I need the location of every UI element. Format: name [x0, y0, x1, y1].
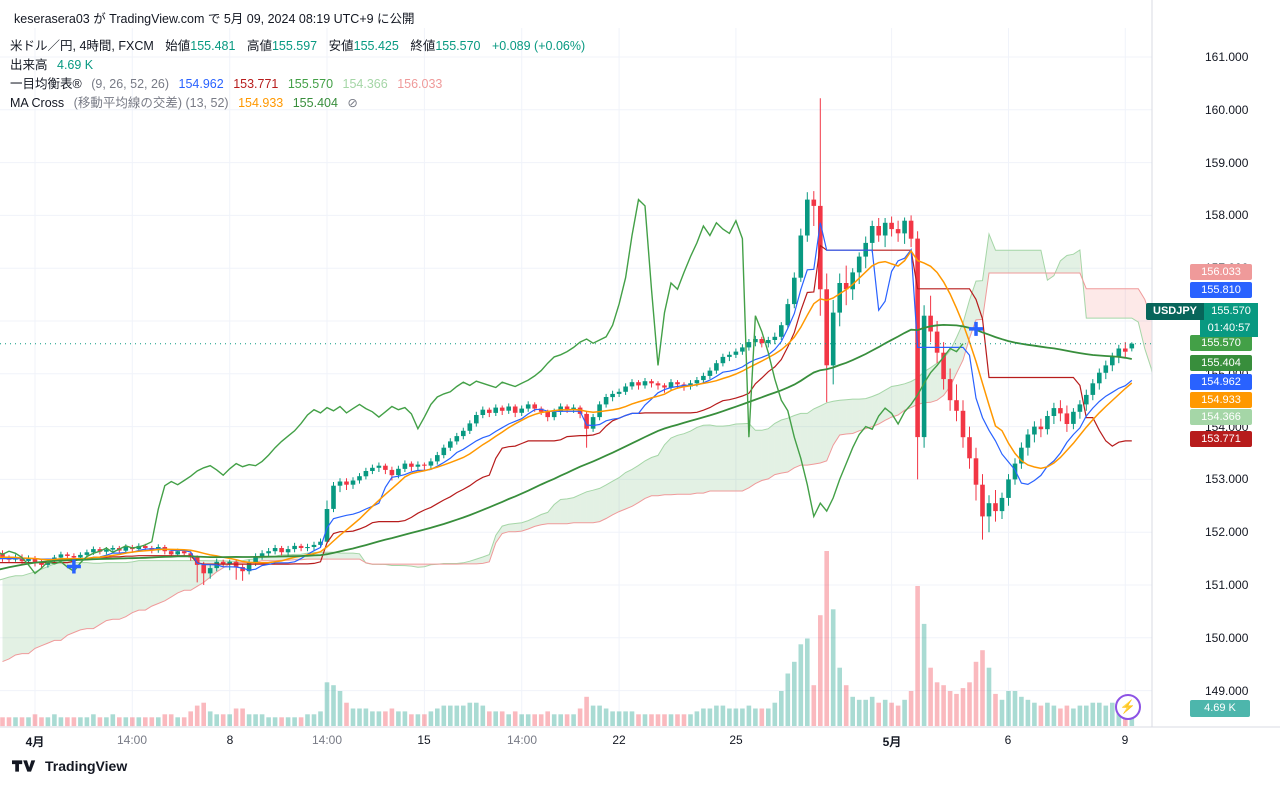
time-axis-label: 25 — [729, 733, 743, 747]
price-line-badge: 155.404 — [1190, 355, 1252, 371]
price-line-badge: 154.366 — [1190, 409, 1252, 425]
legend-symbol: 米ドル／円, 4時間, FXCM — [10, 39, 154, 53]
time-axis-label: 14:00 — [506, 733, 538, 747]
quick-trade-button[interactable]: ⚡ — [1115, 694, 1141, 720]
price-axis-label: 152.000 — [1205, 525, 1249, 539]
time-axis-label: 4月 — [25, 735, 45, 749]
volume-value: 4.69 K — [57, 58, 94, 72]
price-axis-label: 153.000 — [1205, 472, 1249, 486]
legend-macross-row[interactable]: MA Cross (移動平均線の交差) (13, 52) 154.933 155… — [10, 94, 585, 113]
price-line-badge: 154.933 — [1190, 392, 1252, 408]
tradingview-mark-icon — [12, 760, 36, 772]
ichimoku-senkou-b-value: 156.033 — [397, 77, 443, 91]
macross-long-value: 155.404 — [292, 96, 338, 110]
price-line-badge: 153.771 — [1190, 431, 1252, 447]
macross-subtitle: (移動平均線の交差) — [73, 96, 182, 110]
price-axis-label: 149.000 — [1205, 684, 1249, 698]
symbol-tag: USDJPY — [1146, 303, 1205, 320]
time-axis-label: 5月 — [882, 735, 902, 749]
macross-short-value: 154.933 — [238, 96, 284, 110]
legend-low-label: 安値 — [328, 39, 354, 53]
legend-close-label: 終値 — [410, 39, 436, 53]
legend-volume-row[interactable]: 出来高 4.69 K — [10, 56, 585, 75]
time-scale[interactable]: 4月 14:00 8 14:00 15 14:00 22 25 5月 6 9 — [0, 727, 1152, 757]
legend-open-label: 始値 — [165, 39, 191, 53]
time-axis-label: 22 — [612, 733, 626, 747]
chart-legend: 米ドル／円, 4時間, FXCM 始値155.481 高値155.597 安値1… — [10, 37, 585, 113]
price-axis-label: 161.000 — [1205, 50, 1249, 64]
price-axis-label: 160.000 — [1205, 103, 1249, 117]
ichimoku-senkou-a-value: 154.366 — [342, 77, 388, 91]
volume-axis-badge: 4.69 K — [1190, 700, 1250, 717]
bar-countdown: 01:40:57 — [1200, 320, 1258, 337]
price-axis-label: 158.000 — [1205, 208, 1249, 222]
legend-ichimoku-row[interactable]: 一目均衡表® (9, 26, 52, 26) 154.962 153.771 1… — [10, 75, 585, 94]
macross-title: MA Cross — [10, 96, 65, 110]
current-price-badge: USDJPY 155.570 01:40:57 — [1146, 303, 1258, 337]
legend-symbol-row[interactable]: 米ドル／円, 4時間, FXCM 始値155.481 高値155.597 安値1… — [10, 37, 585, 56]
legend-open-value: 155.481 — [190, 39, 236, 53]
ichimoku-params: (9, 26, 52, 26) — [91, 77, 170, 91]
ichimoku-tenkan-value: 154.962 — [178, 77, 224, 91]
time-axis-label: 9 — [1121, 733, 1129, 747]
price-axis-label: 150.000 — [1205, 631, 1249, 645]
lightning-icon: ⚡ — [1119, 699, 1137, 714]
legend-change: +0.089 (+0.06%) — [492, 39, 586, 53]
publish-info: keserasera03 が TradingView.com で 5月 09, … — [14, 12, 415, 26]
price-scale[interactable]: 161.000160.000159.000158.000157.000156.0… — [1152, 0, 1280, 727]
time-axis-label: 6 — [1004, 733, 1012, 747]
legend-close-value: 155.570 — [435, 39, 481, 53]
legend-low-value: 155.425 — [353, 39, 399, 53]
brand-name: TradingView — [45, 758, 128, 774]
time-axis-label: 14:00 — [311, 733, 343, 747]
legend-high-value: 155.597 — [271, 39, 318, 53]
current-price-value: 155.570 — [1204, 303, 1258, 320]
time-axis-label: 15 — [417, 733, 431, 747]
price-line-badge: 155.810 — [1190, 282, 1252, 298]
ichimoku-title: 一目均衡表® — [10, 77, 82, 91]
price-line-badge: 155.570 — [1190, 335, 1252, 351]
price-axis-label: 159.000 — [1205, 156, 1249, 170]
time-axis-label: 14:00 — [116, 733, 148, 747]
tradingview-logo[interactable]: TradingView — [12, 758, 127, 774]
ichimoku-kijun-value: 153.771 — [233, 77, 279, 91]
price-line-badge: 156.033 — [1190, 264, 1252, 280]
price-line-badge: 154.962 — [1190, 374, 1252, 390]
volume-label: 出来高 — [10, 58, 48, 72]
time-axis-label: 8 — [226, 733, 234, 747]
price-axis-label: 151.000 — [1205, 578, 1249, 592]
macross-disabled-icon: ⊘ — [347, 96, 358, 110]
macross-params: (13, 52) — [185, 96, 229, 110]
ichimoku-chikou-value: 155.570 — [287, 77, 334, 91]
legend-high-label: 高値 — [246, 39, 272, 53]
